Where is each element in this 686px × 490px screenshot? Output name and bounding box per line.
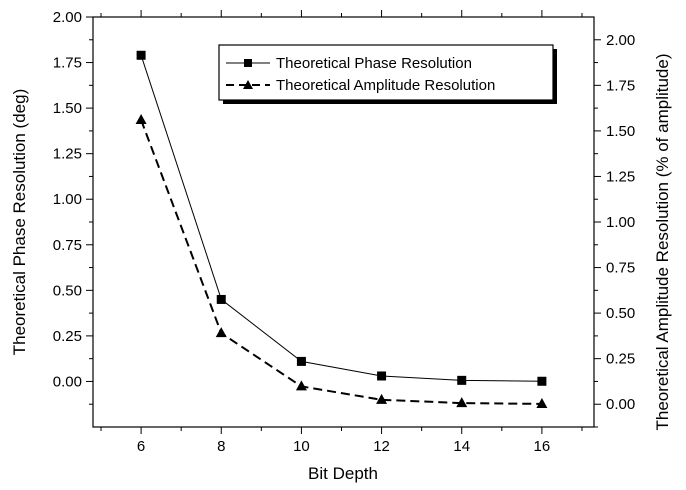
y2-axis-title: Theoretical Amplitude Resolution (% of a… xyxy=(653,53,672,430)
y-tick-label: 1.50 xyxy=(53,100,82,117)
data-point-square xyxy=(537,376,547,386)
data-point-triangle xyxy=(536,397,548,408)
x-tick-label: 6 xyxy=(137,438,145,455)
data-point-square xyxy=(136,50,146,60)
legend-marker-square xyxy=(244,59,252,67)
data-point-triangle xyxy=(135,113,147,124)
data-point-triangle xyxy=(376,393,388,404)
data-point-triangle xyxy=(215,327,227,338)
y-axis-title: Theoretical Phase Resolution (deg) xyxy=(10,89,29,355)
series-line-amplitude xyxy=(140,119,542,405)
data-point-triangle xyxy=(456,397,468,408)
y-tick-label: 0.00 xyxy=(53,373,82,390)
legend: Theoretical Phase Resolution Theoretical… xyxy=(218,44,557,104)
legend-label-phase: Theoretical Phase Resolution xyxy=(276,55,472,72)
x-tick-label: 8 xyxy=(217,438,225,455)
y-tick-label: 1.25 xyxy=(53,146,82,163)
y-tick-label: 2.00 xyxy=(53,9,82,26)
x-tick-label: 16 xyxy=(534,438,551,455)
y-tick-label: 0.25 xyxy=(53,328,82,345)
y-tick-label: 1.00 xyxy=(53,191,82,208)
x-tick-label: 12 xyxy=(373,438,390,455)
y2-tick-label: 2.00 xyxy=(606,32,635,49)
y2-tick-label: 0.75 xyxy=(606,260,635,277)
data-point-square xyxy=(296,356,306,366)
y2-tick-label: 1.25 xyxy=(606,168,635,185)
data-point-square xyxy=(377,371,387,381)
y-tick-label: 0.50 xyxy=(53,282,82,299)
axes-ticks: 6 8 10 12 14 16 0.00 0.25 0.50 0.75 1.00 1.25 1.50 1.… xyxy=(53,9,635,455)
y-tick-label: 0.75 xyxy=(53,237,82,254)
series-line-phase xyxy=(140,55,542,382)
x-axis-title: Bit Depth xyxy=(308,464,378,483)
y2-tick-label: 1.75 xyxy=(606,77,635,94)
y2-tick-label: 0.25 xyxy=(606,351,635,368)
x-tick-label: 14 xyxy=(453,438,470,455)
data-point-square xyxy=(216,294,226,304)
data-point-triangle xyxy=(295,380,307,391)
y2-tick-label: 0.50 xyxy=(606,305,635,322)
y-tick-label: 1.75 xyxy=(53,55,82,72)
legend-box xyxy=(218,44,554,101)
x-tick-label: 10 xyxy=(293,438,310,455)
legend-marker-triangle xyxy=(243,80,253,89)
legend-label-amplitude: Theoretical Amplitude Resolution xyxy=(276,77,495,94)
y2-tick-label: 1.00 xyxy=(606,214,635,231)
data-point-square xyxy=(457,375,467,385)
y2-tick-label: 1.50 xyxy=(606,123,635,140)
y2-tick-label: 0.00 xyxy=(606,396,635,413)
series-layer xyxy=(135,50,548,408)
